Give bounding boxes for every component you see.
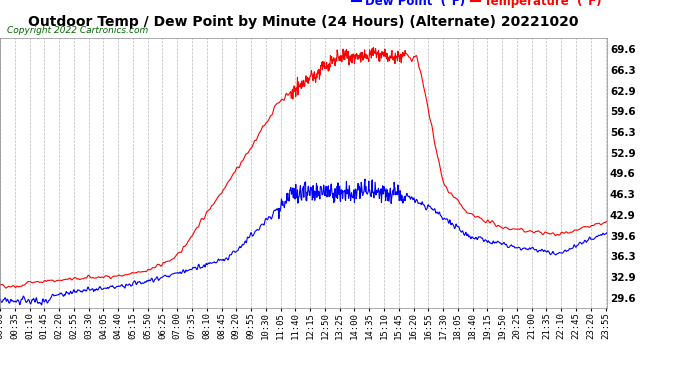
Text: Copyright 2022 Cartronics.com: Copyright 2022 Cartronics.com bbox=[7, 26, 148, 35]
Text: Outdoor Temp / Dew Point by Minute (24 Hours) (Alternate) 20221020: Outdoor Temp / Dew Point by Minute (24 H… bbox=[28, 15, 579, 29]
Legend: Dew Point  (°F), Temperature  (°F): Dew Point (°F), Temperature (°F) bbox=[352, 0, 601, 8]
